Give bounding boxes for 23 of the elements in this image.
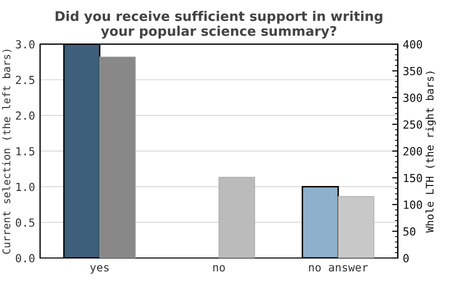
y2-axis-title: Whole LTH (the right bars) [426,72,436,233]
y-tick-label: 2.5 [16,76,34,84]
x-tick-label: yes [90,265,109,274]
x-tick-label: no answer [309,265,368,272]
chart-title: Did you receive sufficient support in writing your popular science summary? [56,10,382,39]
y-tick-label: 0.0 [16,254,34,262]
y2-tick-label: 400 [403,40,422,49]
y-tick-label: 3.0 [16,40,34,49]
y2-tick-label: 350 [403,66,422,76]
x-tick-label: no [213,265,225,272]
y-tick-label: 2.0 [16,111,34,120]
y-tick-label: 1.5 [16,147,34,156]
y2-tick-label: 250 [403,120,422,129]
y-tick-label: 1.0 [16,182,34,192]
y2-tick-label: 150 [404,174,422,182]
y2-tick-label: 300 [403,94,422,102]
y2-tick-label: 50 [403,227,416,236]
y2-tick-label: 100 [404,200,422,209]
y2-tick-label: 0 [403,254,409,262]
y2-tick-label: 200 [403,147,422,156]
y-tick-label: 0.5 [16,218,34,227]
y-axis-title: Current selection (the left bars) [2,50,12,254]
bar [218,176,256,258]
